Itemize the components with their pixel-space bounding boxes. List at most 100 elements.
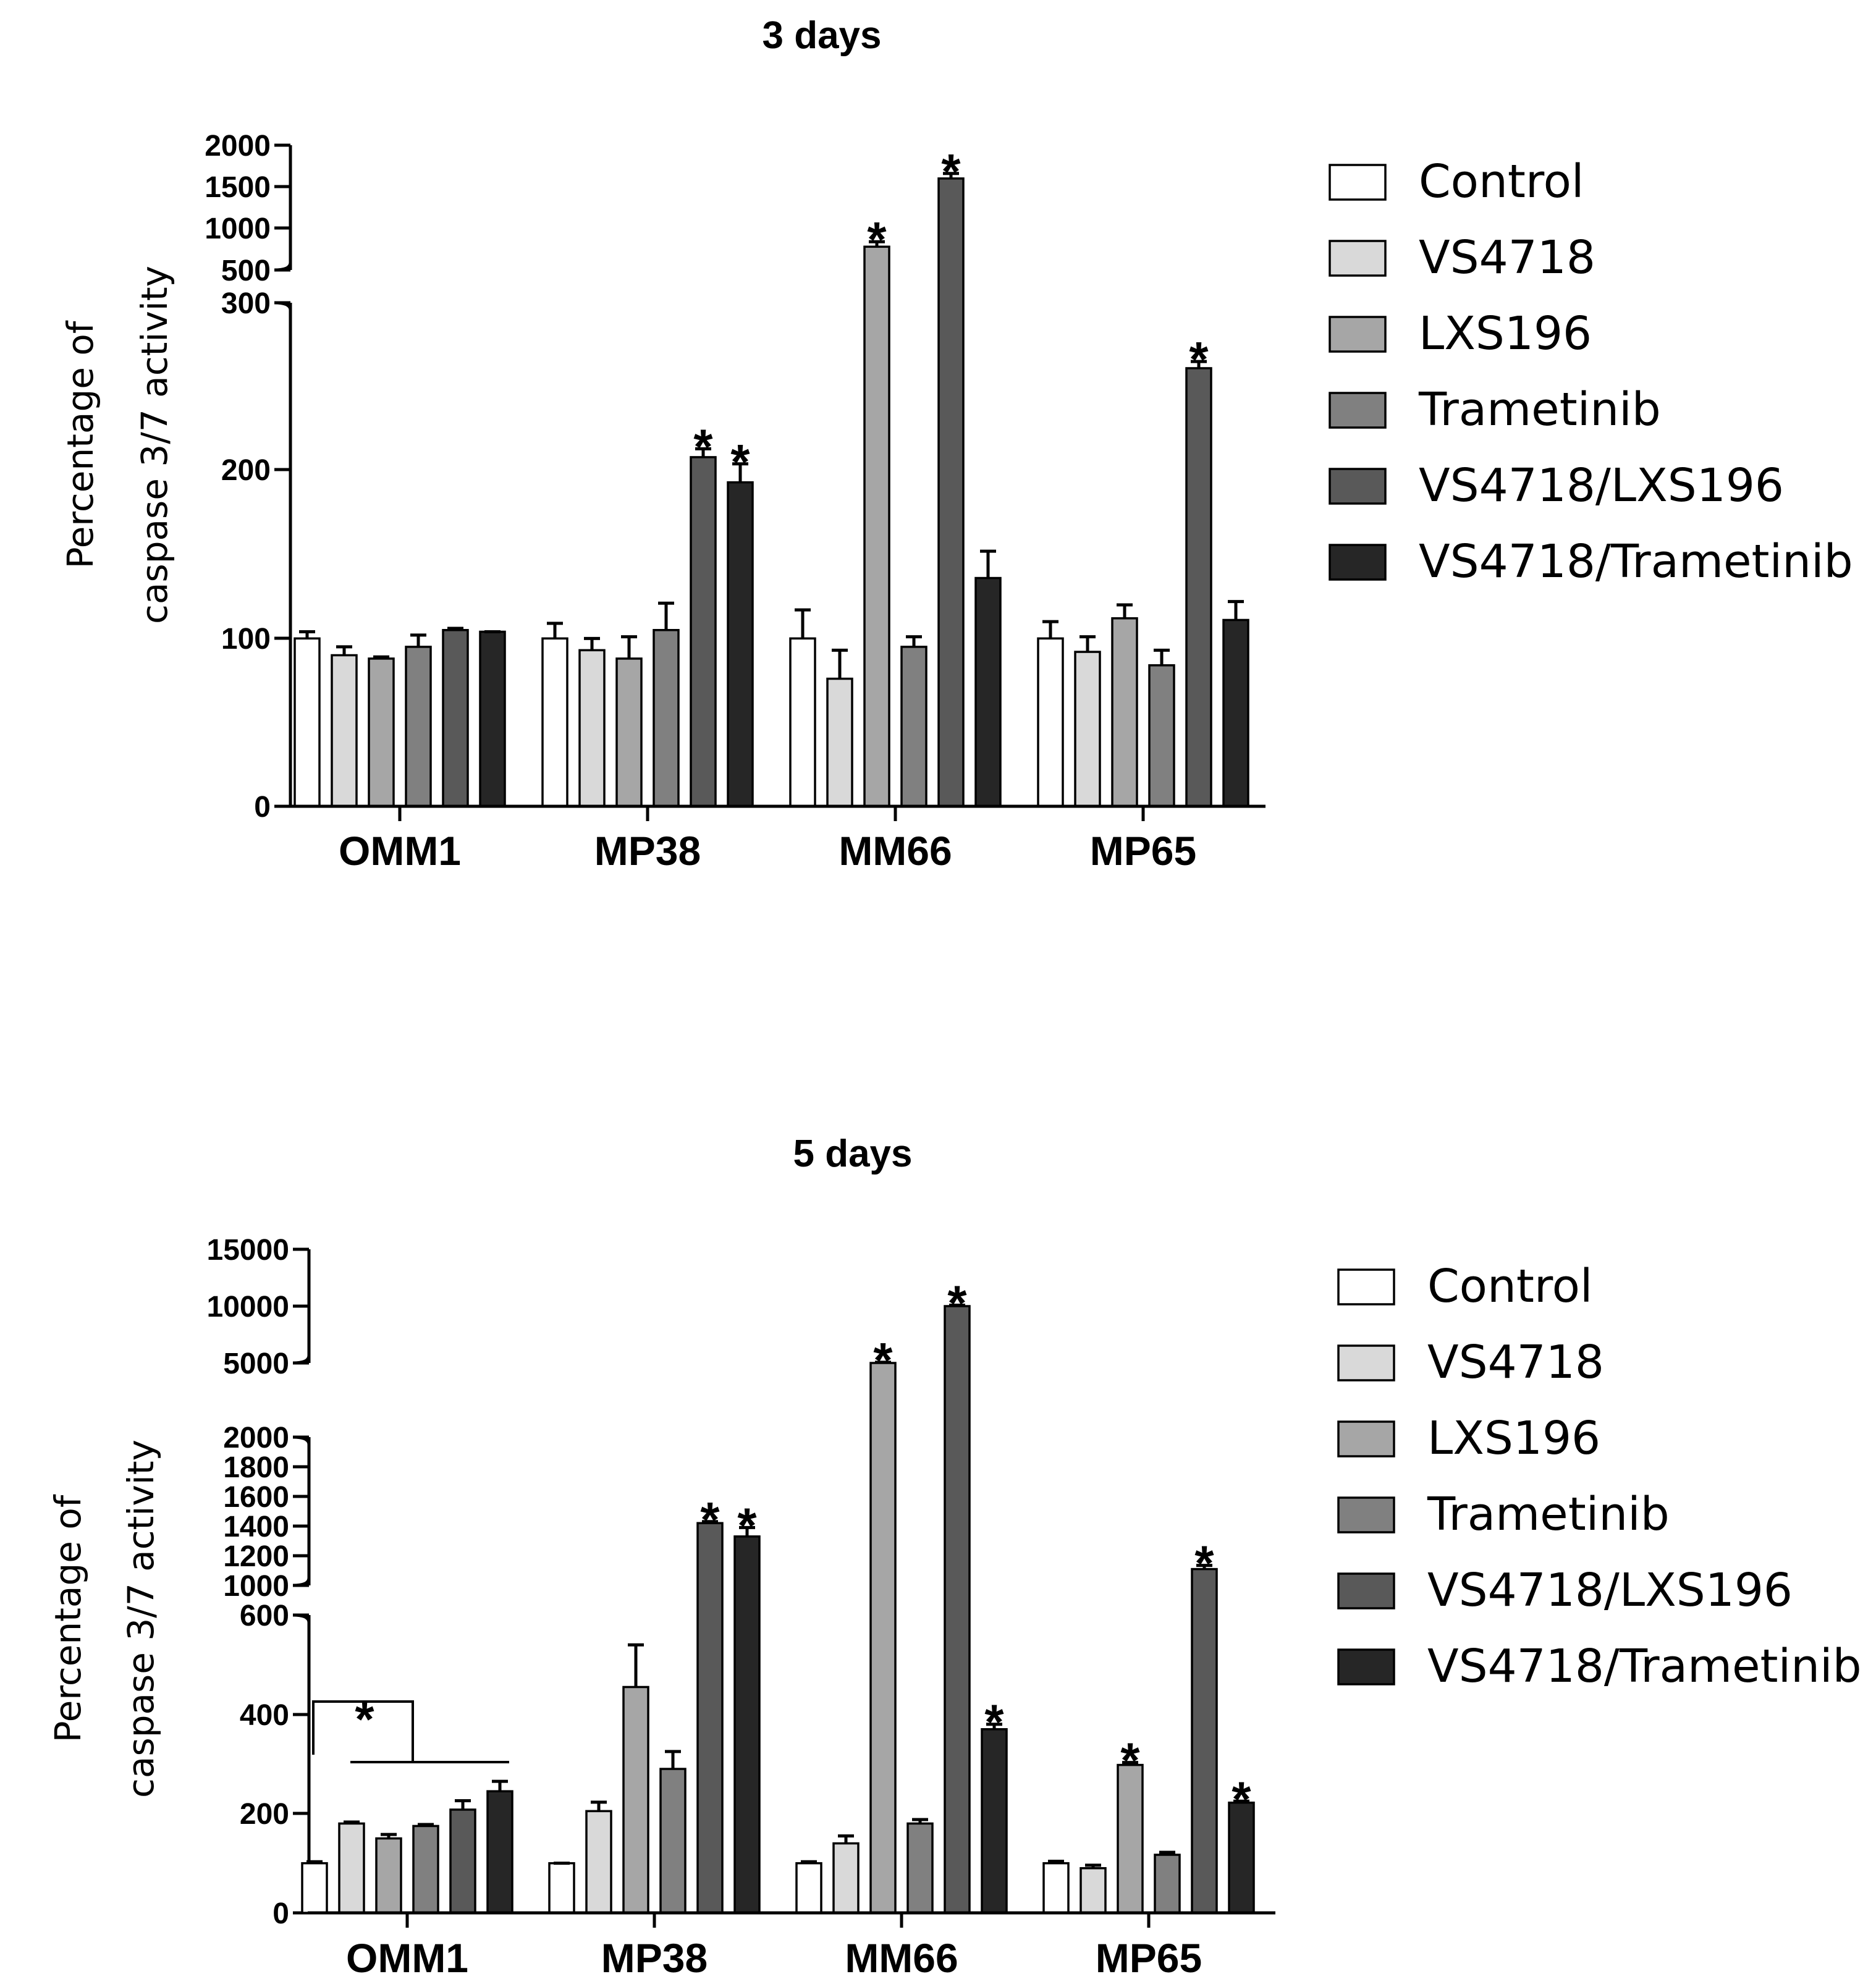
legend-label: Trametinib [1418,383,1661,436]
bar [615,657,643,808]
legend-swatch [1337,1420,1395,1458]
legend-swatch [1329,544,1387,581]
axis-break-mark [292,1435,311,1445]
category-label: MP38 [594,828,701,874]
bar [944,1305,971,1914]
axis-break-mark [274,262,292,272]
bar [622,1685,649,1914]
category-label: OMM1 [339,828,461,874]
bar [1185,367,1212,808]
y-tick-label: 1800 [223,1451,289,1484]
y-tick-label: 1400 [223,1511,289,1543]
bar [412,1825,439,1914]
bar [301,1862,328,1914]
bar [653,629,680,808]
bar [1191,1567,1218,1914]
axis-break-mark [292,1355,311,1365]
y-tick-label: 0 [273,1897,289,1930]
category-label: MP65 [1096,1935,1202,1981]
significance-star: * [693,419,713,474]
bar [937,177,965,808]
significance-star: * [1194,1536,1214,1591]
bar [981,1728,1008,1914]
category-label: MM66 [839,828,952,874]
significance-star: * [1189,332,1209,387]
bar [405,646,432,808]
legend-label: Control [1419,155,1584,208]
bar [1074,651,1101,808]
y-axis-label-line: Percentage of [47,1494,89,1742]
legend-swatch [1329,468,1387,505]
bar [1111,617,1138,808]
bar [1042,1862,1070,1914]
bar [863,245,890,808]
legend-label: LXS196 [1419,307,1592,360]
y-tick-label: 5000 [223,1348,289,1380]
bar [690,456,717,808]
legend-swatch [1337,1496,1395,1533]
bar [727,481,754,808]
y-tick-label: 1600 [223,1481,289,1514]
y-tick-label: 500 [221,255,271,287]
y-axis-label-line: caspase 3/7 activity [133,266,175,624]
category-label: MP38 [601,1935,708,1981]
bar [294,637,321,808]
legend-swatch [1329,392,1387,429]
y-tick-label: 2000 [205,130,271,162]
category-label: MM66 [845,1935,958,1981]
significance-star: * [737,1498,757,1553]
bar [368,657,395,808]
y-tick-label: 10000 [207,1291,289,1323]
legend-label: LXS196 [1427,1412,1600,1465]
bar [578,649,606,808]
bar [659,1768,687,1914]
bar [795,1862,822,1914]
bar [442,629,469,808]
bar [449,1808,476,1914]
category-label: OMM1 [346,1935,468,1981]
y-tick-label: 400 [240,1699,289,1732]
bar [974,576,1002,808]
bar [869,1362,897,1914]
legend-label: VS4718/LXS196 [1427,1564,1793,1617]
bar [1080,1867,1107,1914]
significance-star: * [941,144,961,199]
bar [375,1837,402,1914]
significance-star: * [1120,1733,1140,1788]
category-label: MP65 [1090,828,1196,874]
legend-swatch [1329,164,1387,201]
y-tick-label: 2000 [223,1422,289,1454]
significance-star: * [947,1276,967,1331]
bar [1148,664,1175,808]
y-axis-label-line: Percentage of [59,320,101,568]
legend-swatch [1337,1344,1395,1382]
y-tick-label: 1000 [223,1570,289,1603]
bar [338,1822,365,1914]
legend-swatch [1329,240,1387,277]
bar [548,1862,575,1914]
significance-star: * [700,1492,720,1547]
chart-title: 3 days [762,14,881,57]
legend-swatch [1337,1648,1395,1685]
significance-star: * [873,1333,893,1388]
legend-swatch [1337,1268,1395,1306]
y-tick-label: 200 [221,454,271,487]
y-axis-label-line: caspase 3/7 activity [120,1440,162,1798]
legend-label: VS4718 [1419,231,1595,284]
y-tick-label: 200 [240,1798,289,1831]
bar [1222,618,1249,808]
y-tick-label: 300 [221,287,271,320]
y-tick-label: 1200 [223,1540,289,1573]
legend-label: VS4718/Trametinib [1427,1640,1862,1693]
axis-break-mark [274,301,292,311]
bar [733,1535,761,1914]
bar [486,1790,513,1914]
bar [1037,637,1064,808]
chart-5-days: 5 days Percentage of caspase 3/7 activity 0… [47,1133,1862,1981]
chart-3-days: 3 days Percentage of caspase 3/7 activity 0… [59,14,1853,874]
bar [541,637,568,808]
bar [1154,1854,1181,1914]
bar [826,677,853,808]
bar [1228,1801,1255,1914]
